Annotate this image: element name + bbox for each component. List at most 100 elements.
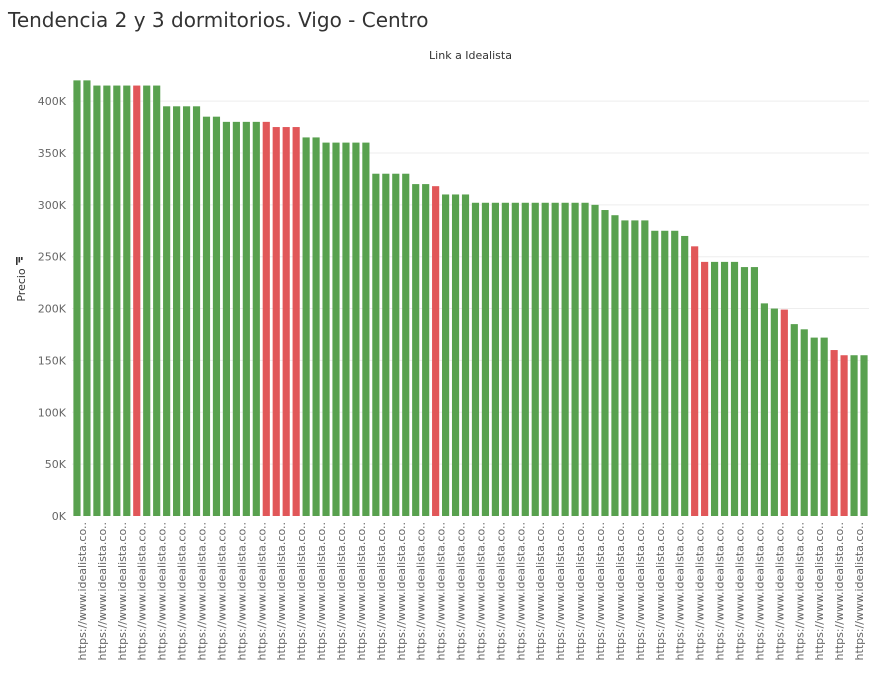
bar: [382, 173, 390, 516]
bar: [192, 106, 201, 517]
x-tick-label: https://www.idealista.co..: [76, 522, 89, 660]
bar: [392, 173, 400, 516]
x-tick-label: https://www.idealista.co..: [295, 522, 308, 660]
bar: [113, 85, 121, 516]
bar: [651, 230, 659, 516]
x-tick-label: https://www.idealista.co..: [674, 522, 687, 660]
bar: [780, 309, 788, 516]
x-tick-label: https://www.idealista.co..: [494, 522, 507, 660]
x-tick-label: https://www.idealista.co..: [773, 522, 786, 660]
bar: [332, 142, 340, 516]
bar: [83, 80, 91, 516]
x-tick-label: https://www.idealista.co..: [594, 522, 607, 660]
y-tick-label: 150K: [38, 354, 67, 367]
y-axis-title: Precio: [15, 268, 28, 302]
bar: [730, 261, 739, 516]
bar: [830, 350, 838, 516]
bar: [671, 230, 679, 516]
x-tick-label: https://www.idealista.co..: [215, 522, 228, 660]
bar: [322, 142, 330, 516]
bar: [461, 194, 470, 516]
y-tick-label: 400K: [38, 95, 67, 108]
bar: [701, 261, 709, 516]
bar: [491, 202, 499, 516]
y-tick-label: 0K: [52, 510, 67, 523]
bar: [342, 142, 350, 516]
sort-icon[interactable]: [16, 257, 23, 265]
bar: [561, 202, 569, 516]
bar: [611, 215, 619, 517]
x-tick-label: https://www.idealista.co..: [455, 522, 468, 660]
y-tick-label: 50K: [45, 458, 67, 471]
y-tick-label: 250K: [38, 251, 67, 264]
bar: [302, 137, 310, 516]
bar: [442, 194, 450, 516]
bar: [850, 355, 858, 516]
bar: [412, 184, 420, 516]
chart-title: Tendencia 2 y 3 dormitorios. Vigo - Cent…: [8, 8, 429, 32]
bar: [282, 127, 290, 516]
bar: [800, 329, 808, 516]
x-tick-label: https://www.idealista.co..: [435, 522, 448, 660]
bar: [770, 308, 778, 516]
y-tick-label: 100K: [38, 406, 67, 419]
x-tick-label: https://www.idealista.co..: [474, 522, 487, 660]
bar: [292, 127, 300, 516]
x-tick-label: https://www.idealista.co..: [335, 522, 348, 660]
bar: [551, 202, 559, 516]
bar: [312, 137, 320, 516]
x-tick-label: https://www.idealista.co..: [355, 522, 368, 660]
bar: [123, 85, 131, 516]
bar: [720, 261, 729, 516]
bar: [521, 202, 529, 516]
x-tick-label: https://www.idealista.co..: [853, 522, 866, 660]
bar: [262, 121, 270, 516]
x-tick-label: https://www.idealista.co..: [156, 522, 169, 660]
bar: [601, 210, 609, 516]
bar: [143, 85, 151, 516]
x-tick-label: https://www.idealista.co..: [196, 522, 209, 660]
x-tick-label: https://www.idealista.co..: [813, 522, 826, 660]
x-tick-label: https://www.idealista.co..: [375, 522, 388, 660]
bar: [760, 303, 768, 516]
bar: [481, 202, 490, 516]
x-tick-label: https://www.idealista.co..: [96, 522, 109, 660]
x-tick-label: https://www.idealista.co..: [315, 522, 328, 660]
bar: [93, 85, 101, 516]
bar: [242, 121, 250, 516]
bar: [691, 246, 699, 517]
x-tick-label: https://www.idealista.co..: [654, 522, 667, 660]
bar: [820, 337, 828, 516]
bar: [182, 106, 191, 517]
bar: [422, 184, 430, 516]
bar: [73, 80, 81, 516]
bar: [432, 186, 440, 517]
x-tick-label: https://www.idealista.co..: [793, 522, 806, 660]
bar: [631, 220, 639, 516]
x-tick-label: https://www.idealista.co..: [275, 522, 288, 660]
bar: [571, 202, 579, 516]
bar: [531, 202, 539, 516]
bar: [661, 230, 669, 516]
x-tick-label: https://www.idealista.co..: [614, 522, 627, 660]
x-tick-label: https://www.idealista.co..: [136, 522, 149, 660]
bar: [750, 267, 759, 516]
bar: [153, 85, 161, 516]
x-tick-label: https://www.idealista.co..: [534, 522, 547, 660]
bar: [202, 116, 211, 517]
bar: [581, 202, 589, 516]
bar: [810, 337, 818, 516]
bar: [222, 121, 231, 516]
chart-top-header: Link a Idealista: [429, 49, 512, 62]
bar: [173, 106, 181, 517]
bar: [641, 220, 649, 516]
bar: [212, 116, 221, 517]
bar: [272, 127, 280, 516]
x-tick-label: https://www.idealista.co..: [116, 522, 129, 660]
bar: [352, 142, 360, 516]
x-tick-label: https://www.idealista.co..: [415, 522, 428, 660]
x-tick-label: https://www.idealista.co..: [176, 522, 189, 660]
bar: [372, 173, 380, 516]
bar: [591, 204, 599, 516]
